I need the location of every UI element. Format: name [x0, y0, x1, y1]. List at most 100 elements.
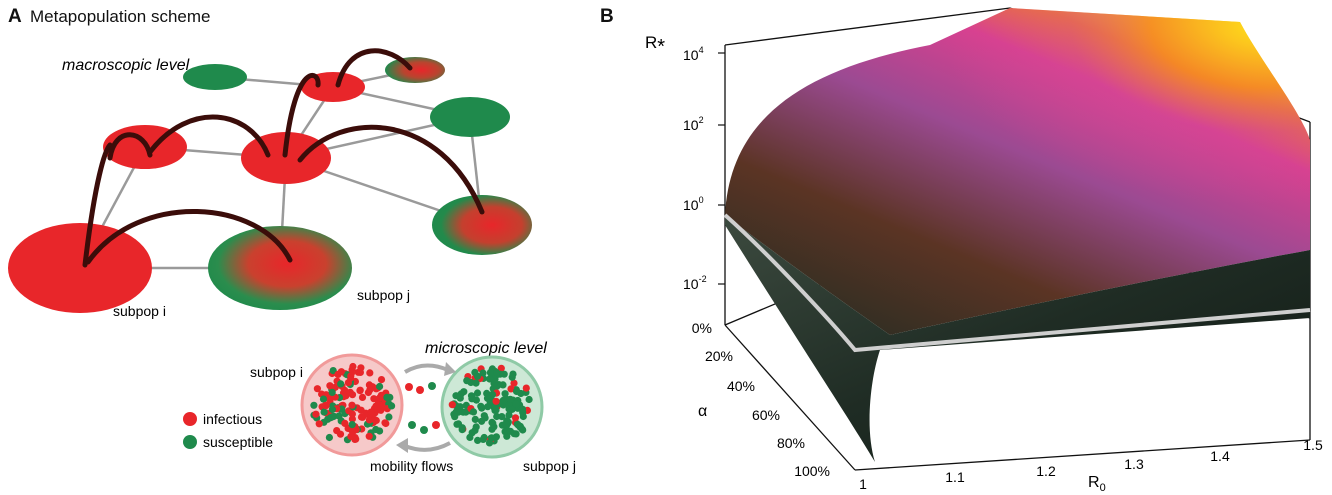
- individual-dot: [471, 426, 479, 434]
- flow-arrow-right: [403, 363, 449, 374]
- individual-dot: [480, 412, 488, 420]
- individual-dot: [315, 420, 323, 428]
- individual-dot: [500, 396, 508, 404]
- micro-subpop-i-label: subpop i: [250, 364, 303, 380]
- individual-dot: [448, 401, 456, 409]
- individual-dot: [501, 390, 509, 398]
- individual-dot: [388, 402, 396, 410]
- mobility-arcs: [82, 48, 485, 268]
- individual-dot: [451, 413, 459, 421]
- metapopulation-diagram: macroscopic level subpop i subpop j micr…: [8, 48, 576, 474]
- alpha-tick-labels: 0% 20% 40% 60% 80% 100%: [692, 320, 830, 479]
- individual-dot: [347, 432, 355, 440]
- alpha-tick: 0%: [692, 320, 712, 336]
- individual-dot: [508, 405, 516, 413]
- individual-dot: [499, 381, 507, 389]
- individual-dot: [478, 417, 486, 425]
- individual-dot: [320, 408, 328, 416]
- individual-dot: [474, 436, 482, 444]
- individual-dot: [385, 413, 393, 421]
- individual-dot: [506, 427, 514, 435]
- alpha-tick: 20%: [705, 348, 733, 364]
- subpop-i-node: [8, 223, 152, 313]
- individual-dot: [452, 392, 460, 400]
- individual-dot: [366, 369, 374, 377]
- surface-front: [725, 215, 1310, 462]
- individual-dot: [492, 397, 500, 405]
- micro-subpop-j-label: subpop j: [523, 458, 576, 474]
- subpop-j-label: subpop j: [357, 287, 410, 303]
- individual-dot: [497, 364, 505, 372]
- subpop-j-individuals: [448, 364, 533, 447]
- individual-dot: [338, 405, 346, 413]
- individual-dot: [506, 395, 514, 403]
- individual-dot: [519, 412, 527, 421]
- individual-dot: [472, 379, 480, 387]
- alpha-tick: 40%: [727, 378, 755, 394]
- individual-dot: [312, 410, 320, 418]
- z-tick: 104: [683, 45, 704, 63]
- individual-dot: [463, 377, 471, 385]
- z-axis-label: R*: [645, 33, 665, 58]
- individual-dot: [519, 426, 527, 434]
- individual-dot: [331, 383, 339, 391]
- z-tick-marks: [718, 52, 725, 285]
- individual-dot: [337, 380, 345, 388]
- macro-label: macroscopic level: [62, 57, 190, 74]
- individual-dot: [341, 419, 349, 427]
- individual-dot: [329, 367, 337, 375]
- panel-b: B: [600, 0, 1332, 495]
- individual-dot: [327, 414, 335, 422]
- x-tick: 1.4: [1210, 448, 1230, 464]
- front-axes: [724, 318, 1311, 471]
- panel-a: A Metapopulation scheme: [0, 0, 600, 495]
- node-mixed: [432, 195, 532, 255]
- individual-dot: [479, 369, 487, 377]
- x-tick: 1.1: [945, 469, 965, 485]
- individual-dot: [473, 389, 482, 397]
- individual-dot: [466, 433, 474, 441]
- individual-dot: [376, 382, 384, 391]
- individual-dot: [336, 430, 345, 438]
- individual-dot: [486, 375, 494, 383]
- arrowhead-left-icon: [396, 438, 408, 453]
- individual-dot: [382, 419, 390, 428]
- individual-dot: [347, 372, 355, 380]
- x-tick: 1.2: [1036, 463, 1056, 479]
- individual-dot: [319, 395, 328, 403]
- flow-arrow-left: [404, 441, 451, 452]
- individual-dot: [348, 401, 356, 409]
- individual-dot: [480, 433, 488, 442]
- individual-dot: [326, 382, 334, 390]
- alpha-tick: 100%: [794, 463, 830, 479]
- individual-dot: [357, 413, 366, 421]
- individual-dot: [507, 385, 515, 393]
- x-tick: 1: [859, 476, 867, 492]
- individual-dot: [372, 425, 380, 434]
- individual-dot: [500, 370, 508, 378]
- z-tick: 10-2: [683, 274, 707, 292]
- individual-dot: [365, 416, 373, 424]
- individual-dot: [313, 385, 321, 393]
- individual-dot: [486, 397, 494, 406]
- legend-susceptible-label: susceptible: [203, 434, 273, 450]
- alpha-tick: 60%: [752, 407, 780, 423]
- individual-dot: [367, 408, 375, 416]
- subpop-i-individuals: [310, 362, 396, 444]
- traveling-individual: [420, 426, 428, 434]
- panel-a-title: Metapopulation scheme: [30, 7, 211, 26]
- mobility-label: mobility flows: [370, 458, 453, 474]
- alpha-tick: 80%: [777, 435, 805, 451]
- individual-dot: [348, 415, 356, 423]
- x-axis-label: R0: [1088, 474, 1106, 494]
- legend-infectious-label: infectious: [203, 411, 262, 427]
- individual-dot: [356, 386, 364, 394]
- panel-b-letter: B: [600, 6, 614, 27]
- individual-dot: [349, 362, 357, 371]
- individual-dot: [502, 420, 510, 428]
- individual-dot: [498, 413, 506, 421]
- individual-dot: [488, 418, 496, 426]
- individual-dot: [492, 406, 500, 414]
- individual-dot: [460, 388, 468, 396]
- individual-dot: [525, 395, 533, 404]
